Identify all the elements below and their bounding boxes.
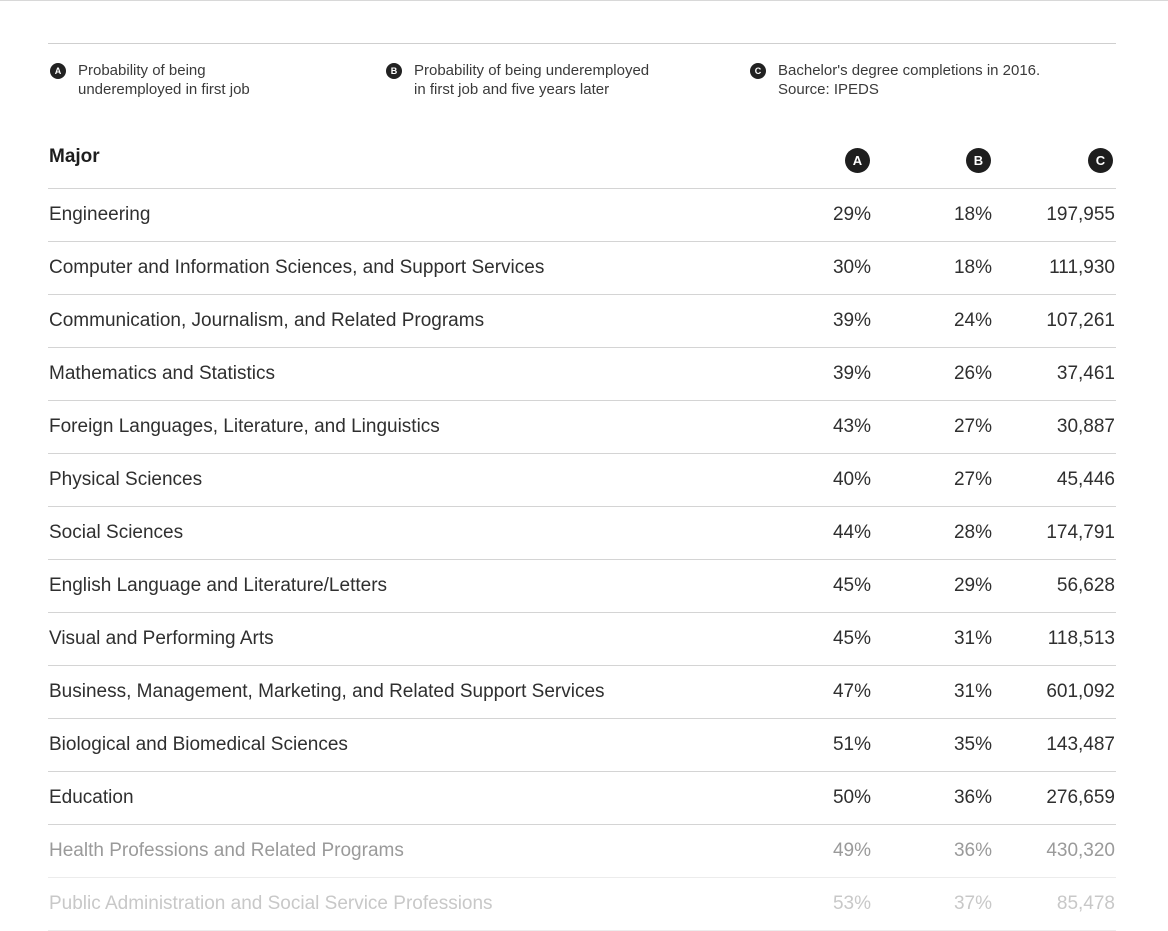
completions-cell: 197,955: [1046, 204, 1115, 225]
major-cell: Visual and Performing Arts: [49, 628, 274, 649]
legend-text-a: Probability of being underemployed in fi…: [78, 62, 250, 98]
table-row: Health Professions and Related Programs 4…: [48, 825, 1116, 878]
prob-five-years-cell: 18%: [953, 257, 992, 278]
major-cell: Computer and Information Sciences, and S…: [49, 257, 545, 278]
completions-cell: 430,320: [1046, 840, 1115, 861]
prob-five-years-cell: 27%: [953, 469, 992, 490]
prob-first-job-cell: 50%: [832, 787, 871, 808]
completions-cell: 30,887: [1056, 416, 1115, 437]
completions-cell: 276,659: [1046, 787, 1115, 808]
prob-five-years-cell: 31%: [953, 628, 992, 649]
table-row: Foreign Languages, Literature, and Lingu…: [48, 401, 1116, 454]
major-cell: Engineering: [49, 204, 151, 225]
prob-first-job-cell: 53%: [832, 893, 871, 914]
major-cell: Communication, Journalism, and Related P…: [49, 310, 485, 331]
legend-item-b: B Probability of being underemployed in …: [386, 61, 649, 99]
legend-item-c: C Bachelor's degree completions in 2016.…: [750, 61, 1040, 99]
prob-first-job-cell: 45%: [832, 575, 871, 596]
major-cell: Biological and Biomedical Sciences: [49, 734, 348, 755]
major-cell: Public Administration and Social Service…: [49, 893, 493, 914]
prob-five-years-cell: 37%: [953, 893, 992, 914]
prob-first-job-cell: 47%: [832, 681, 871, 702]
major-cell: Social Sciences: [49, 522, 184, 543]
major-cell: Mathematics and Statistics: [49, 363, 275, 384]
prob-five-years-cell: 36%: [953, 840, 992, 861]
completions-cell: 111,930: [1049, 257, 1115, 278]
badge-b-icon: B: [386, 63, 402, 79]
completions-cell: 601,092: [1046, 681, 1115, 702]
completions-cell: 107,261: [1046, 310, 1115, 331]
major-cell: Business, Management, Marketing, and Rel…: [49, 681, 605, 702]
prob-five-years-cell: 35%: [953, 734, 992, 755]
table-row: Social Sciences 44% 28% 174,791: [48, 507, 1116, 560]
prob-first-job-cell: 45%: [832, 628, 871, 649]
column-a-badge-icon: A: [845, 148, 870, 173]
prob-five-years-cell: 31%: [953, 681, 992, 702]
table-row: Business, Management, Marketing, and Rel…: [48, 666, 1116, 719]
legend-text-b: Probability of being underemployed in fi…: [414, 62, 650, 98]
prob-first-job-cell: 29%: [832, 204, 871, 225]
column-b-badge-icon: B: [966, 148, 991, 173]
badge-a-icon: A: [50, 63, 66, 79]
prob-five-years-cell: 26%: [953, 363, 992, 384]
completions-cell: 56,628: [1056, 575, 1115, 596]
table-row: Public Administration and Social Service…: [48, 878, 1116, 931]
completions-cell: 174,791: [1046, 522, 1115, 543]
prob-first-job-cell: 43%: [832, 416, 871, 437]
prob-first-job-cell: 30%: [832, 257, 871, 278]
table-row: Biological and Biomedical Sciences 51% 35%…: [48, 719, 1116, 772]
table-row: Mathematics and Statistics 39% 26% 37,461: [48, 348, 1116, 401]
major-cell: English Language and Literature/Letters: [49, 575, 388, 596]
table-row: Communication, Journalism, and Related P…: [48, 295, 1116, 348]
badge-c-icon: C: [750, 63, 766, 79]
completions-cell: 45,446: [1056, 469, 1115, 490]
major-column-header: Major: [49, 146, 100, 167]
completions-cell: 37,461: [1056, 363, 1115, 384]
table-row: Education 50% 36% 276,659: [48, 772, 1116, 825]
table-row: Physical Sciences 40% 27% 45,446: [48, 454, 1116, 507]
legend: A Probability of being underemployed in …: [48, 44, 1116, 136]
table-body: Engineering 29% 18% 197,955 Computer and Inf…: [48, 189, 1116, 931]
legend-text-c: Bachelor's degree completions in 2016. S…: [778, 62, 1041, 98]
prob-first-job-cell: 40%: [832, 469, 871, 490]
legend-divider: [48, 43, 1116, 44]
prob-first-job-cell: 44%: [832, 522, 871, 543]
prob-first-job-cell: 49%: [832, 840, 871, 861]
table-row: English Language and Literature/Letters 4…: [48, 560, 1116, 613]
prob-five-years-cell: 18%: [953, 204, 992, 225]
prob-five-years-cell: 27%: [953, 416, 992, 437]
completions-cell: 143,487: [1046, 734, 1115, 755]
table-row: Computer and Information Sciences, and S…: [48, 242, 1116, 295]
prob-first-job-cell: 39%: [832, 310, 871, 331]
completions-cell: 118,513: [1047, 628, 1115, 649]
prob-first-job-cell: 39%: [832, 363, 871, 384]
prob-first-job-cell: 51%: [832, 734, 871, 755]
underemployment-table-container: A Probability of being underemployed in …: [48, 43, 1116, 931]
prob-five-years-cell: 24%: [953, 310, 992, 331]
top-border: [0, 0, 1168, 1]
table-header: Major A B C: [48, 136, 1116, 189]
legend-item-a: A Probability of being underemployed in …: [50, 61, 250, 99]
prob-five-years-cell: 36%: [953, 787, 992, 808]
completions-cell: 85,478: [1056, 893, 1115, 914]
table-row: Visual and Performing Arts 45% 31% 118,513: [48, 613, 1116, 666]
major-cell: Education: [49, 787, 134, 808]
table-row: Engineering 29% 18% 197,955: [48, 189, 1116, 242]
prob-five-years-cell: 29%: [953, 575, 992, 596]
column-c-badge-icon: C: [1088, 148, 1113, 173]
major-cell: Health Professions and Related Programs: [49, 840, 404, 861]
major-cell: Physical Sciences: [49, 469, 203, 490]
major-cell: Foreign Languages, Literature, and Lingu…: [49, 416, 440, 437]
prob-five-years-cell: 28%: [953, 522, 992, 543]
